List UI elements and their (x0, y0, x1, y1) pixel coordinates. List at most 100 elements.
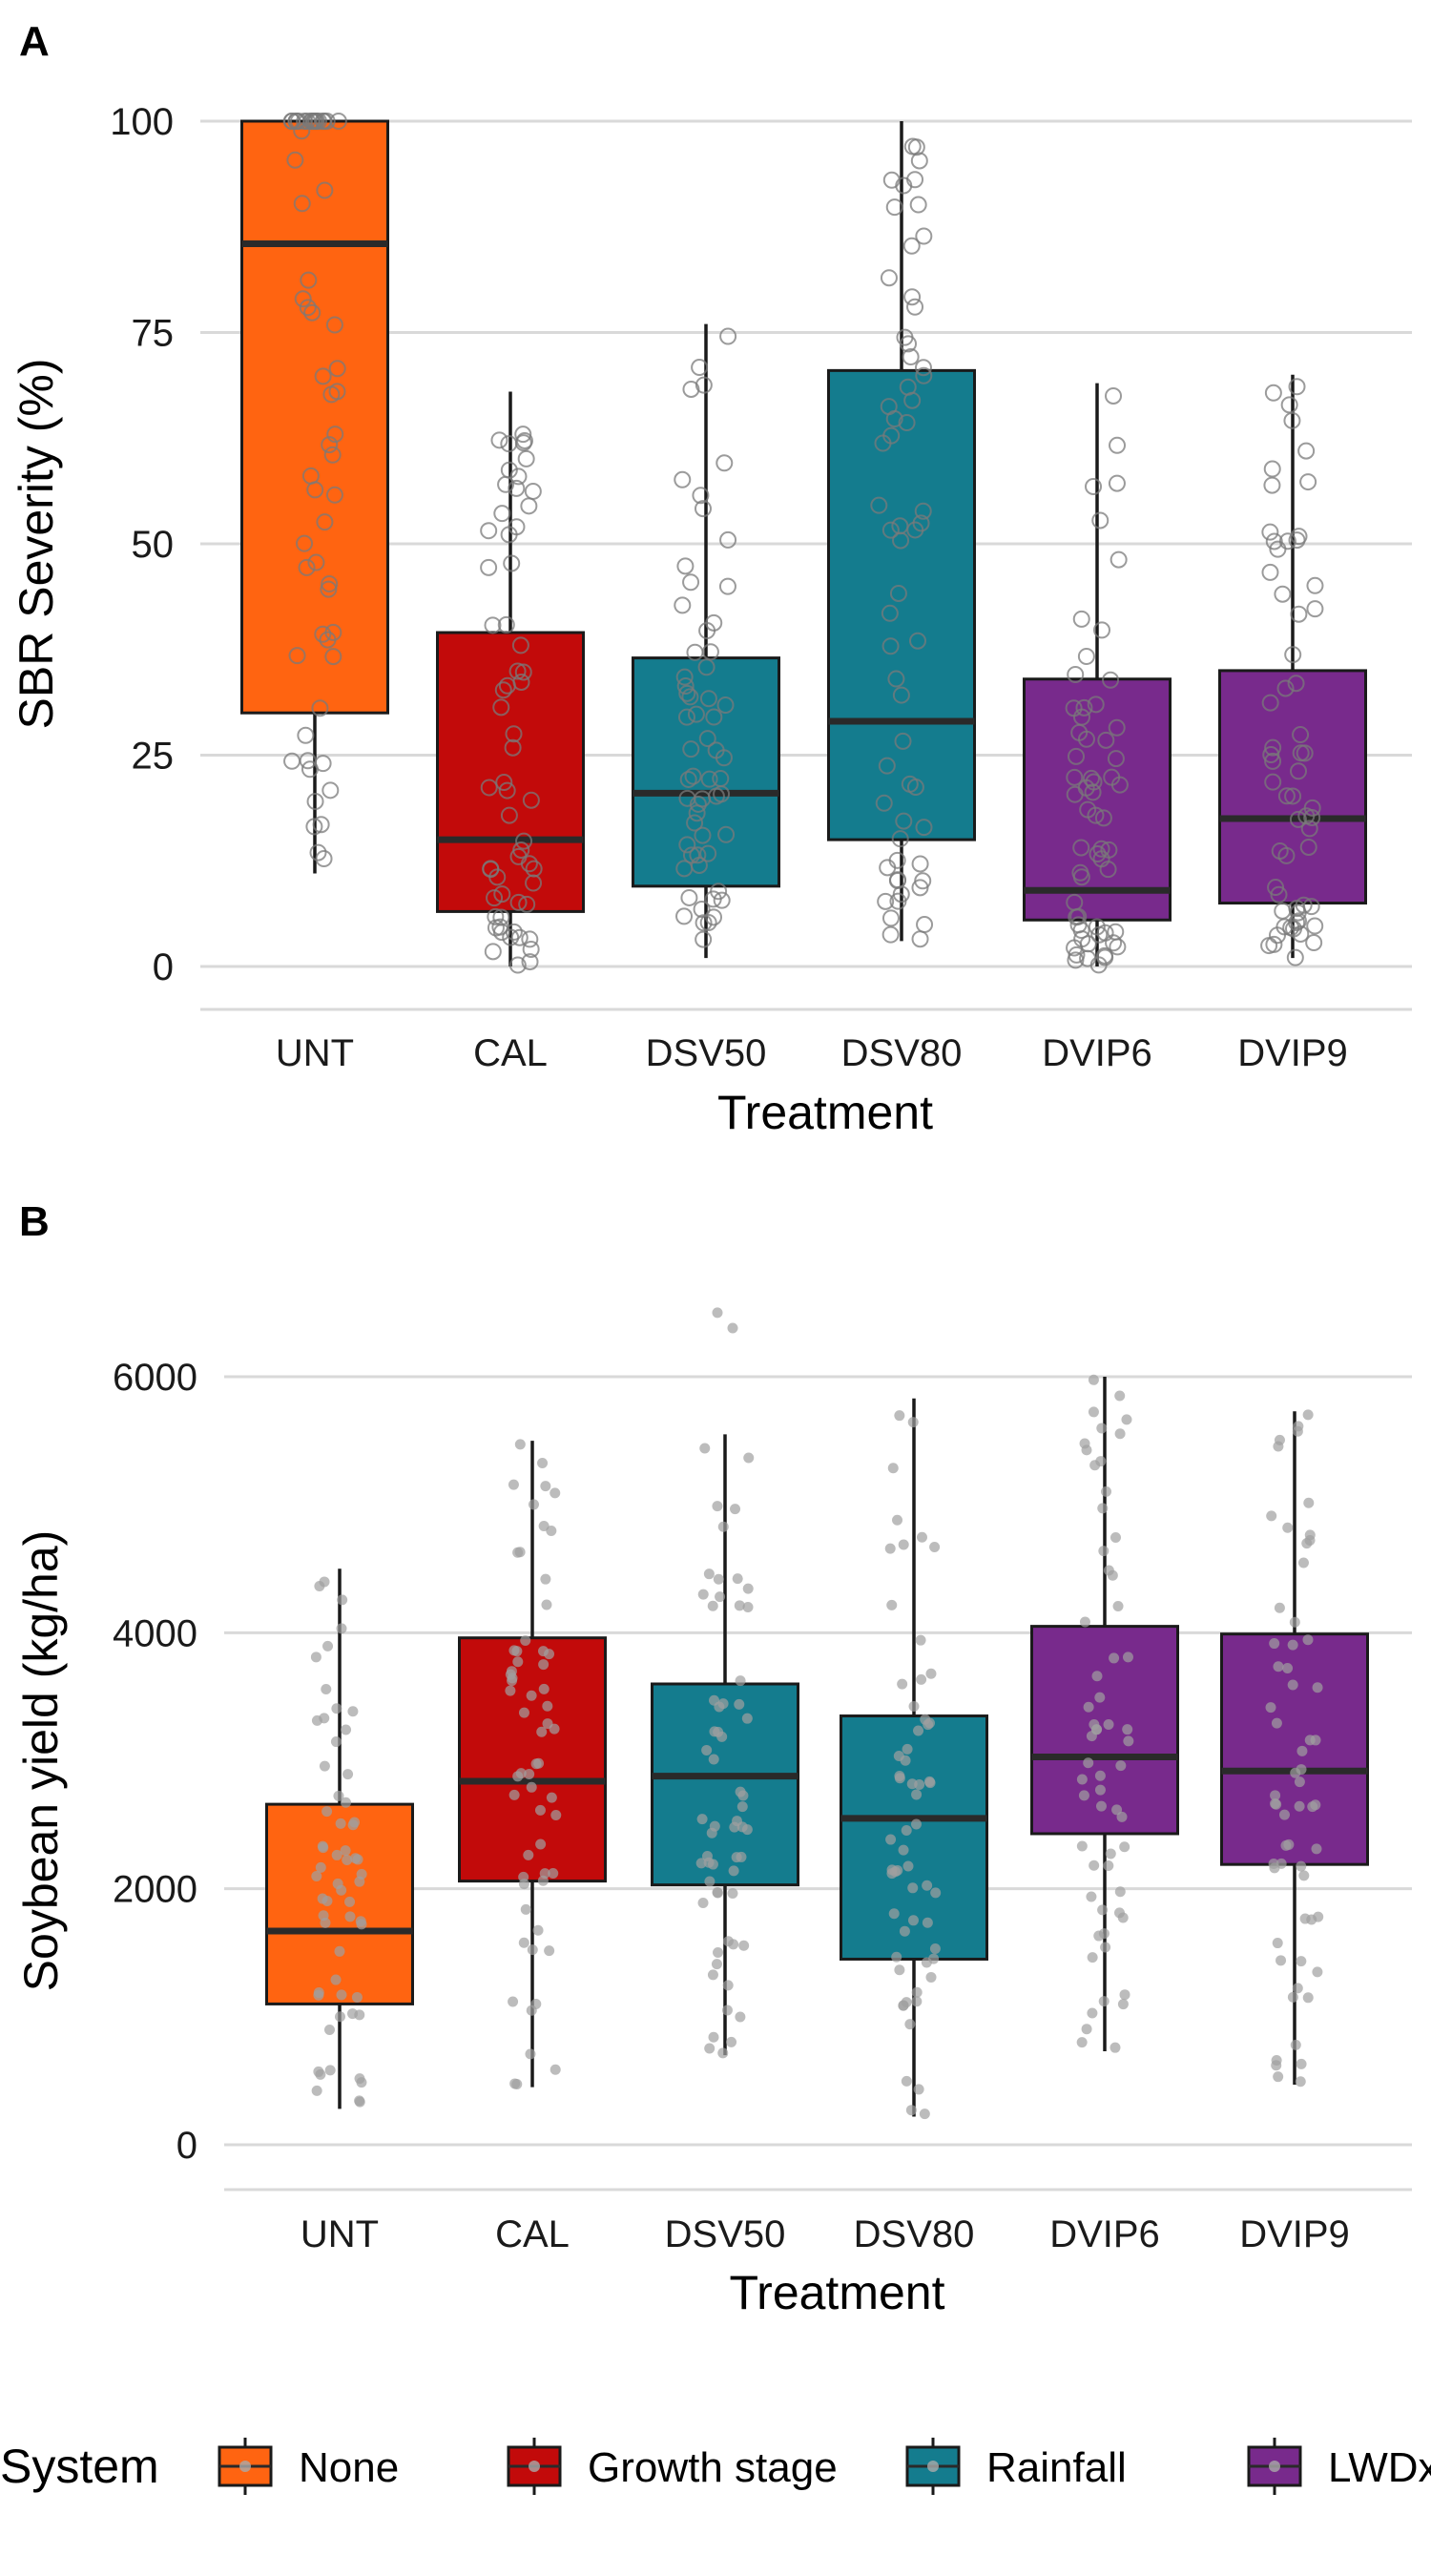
data-point (315, 1861, 326, 1873)
data-point (504, 738, 522, 757)
x-tick-label: DVIP9 (1237, 1032, 1348, 1074)
data-point (682, 740, 700, 758)
data-point (1110, 551, 1128, 569)
data-point (1302, 1634, 1314, 1646)
data-point (920, 1714, 931, 1725)
data-point (508, 518, 526, 536)
data-point (888, 851, 906, 869)
data-point (1290, 2039, 1301, 2050)
data-point (1068, 747, 1086, 765)
data-point (538, 1683, 550, 1694)
data-point (282, 113, 301, 130)
data-point (342, 1855, 353, 1866)
data-point (1083, 1701, 1094, 1713)
data-point (1092, 621, 1110, 639)
x-tick-label: UNT (301, 2213, 379, 2255)
data-point (342, 1769, 354, 1780)
data-point (331, 1703, 342, 1714)
data-point (681, 688, 699, 706)
data-point (1068, 945, 1086, 964)
data-point (916, 916, 934, 934)
data-point (911, 879, 929, 897)
box-dsv50 (651, 1682, 799, 1887)
outlier-point (727, 1322, 738, 1334)
data-point (911, 1789, 923, 1800)
data-point (1280, 396, 1298, 414)
data-point (341, 1724, 352, 1735)
data-point (524, 482, 542, 500)
data-point (541, 1599, 552, 1610)
legend-point (927, 2461, 939, 2472)
data-point (1114, 1390, 1126, 1402)
data-point (537, 1875, 549, 1886)
data-point (889, 871, 907, 889)
data-point (328, 383, 346, 401)
data-point (1112, 1600, 1124, 1611)
data-point (520, 1903, 531, 1915)
data-point (716, 1731, 728, 1742)
data-point (1090, 1724, 1102, 1735)
data-point (313, 2066, 324, 2077)
data-point (717, 825, 736, 843)
data-point (1072, 868, 1090, 886)
data-point (299, 299, 317, 317)
data-point (703, 1568, 715, 1580)
data-point (886, 1864, 898, 1876)
data-point (1088, 1374, 1099, 1385)
data-point (497, 615, 515, 634)
data-point (320, 580, 338, 598)
data-point (1312, 1966, 1323, 1978)
data-point (491, 918, 509, 936)
data-point (1262, 746, 1280, 764)
data-point (500, 461, 518, 479)
data-point (1121, 1414, 1132, 1425)
data-point (314, 625, 332, 643)
data-point (682, 573, 700, 592)
data-point (540, 1481, 551, 1492)
data-point (717, 2047, 729, 2059)
data-point (909, 196, 927, 214)
data-point (518, 1879, 529, 1890)
data-point (734, 1600, 745, 1611)
data-point (1261, 563, 1279, 581)
data-point (1085, 477, 1103, 495)
data-point (1299, 838, 1317, 856)
data-point (311, 2085, 322, 2096)
data-point (1094, 809, 1112, 827)
x-tick-label: DSV50 (646, 1032, 767, 1074)
data-point (319, 631, 337, 649)
data-point (695, 914, 713, 932)
data-point (907, 1915, 919, 1926)
data-point (1109, 938, 1127, 956)
data-point (1292, 726, 1310, 744)
data-point (727, 1888, 738, 1900)
data-point (500, 806, 518, 824)
data-point (915, 819, 933, 837)
data-point (881, 604, 899, 622)
legend-item: LWDxT (1247, 2438, 1431, 2495)
data-point (1261, 694, 1279, 712)
data-point (1303, 808, 1321, 826)
data-point (1296, 1745, 1308, 1756)
data-point (735, 1786, 746, 1797)
data-point (1296, 1764, 1307, 1776)
data-point (1114, 1886, 1126, 1898)
data-point (1083, 1757, 1094, 1769)
x-tick-label: CAL (495, 2213, 570, 2255)
data-point (1302, 1409, 1314, 1421)
data-point (548, 1867, 559, 1879)
data-point (731, 1816, 742, 1827)
data-point (675, 907, 694, 925)
data-point (1290, 528, 1308, 546)
data-point (741, 1713, 753, 1724)
data-point (1299, 1913, 1311, 1924)
data-point (707, 1600, 718, 1611)
data-point (306, 793, 324, 811)
data-point (1088, 1406, 1099, 1418)
data-point (878, 757, 896, 775)
data-point (743, 1452, 755, 1464)
data-point (314, 755, 332, 773)
data-point (297, 726, 315, 744)
data-point (1274, 1602, 1285, 1613)
